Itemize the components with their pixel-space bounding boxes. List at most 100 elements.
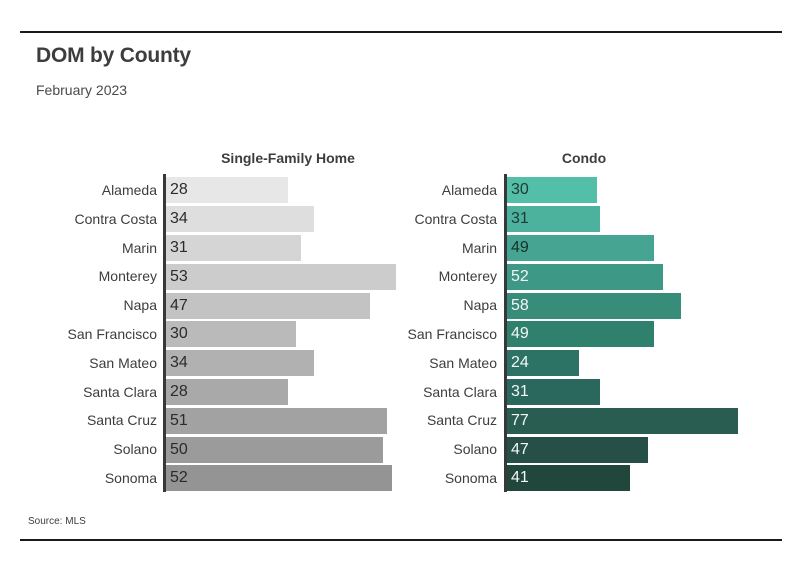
bar-value-label: 49 (511, 238, 529, 256)
category-label: Santa Cruz (426, 412, 497, 429)
category-labels-single-family: Alameda Contra Costa Marin Monterey Napa San … (12, 176, 157, 493)
panel-title-single-family-home: Single-Family Home (221, 150, 355, 166)
bar-row: 49 (507, 234, 738, 263)
bar-row: 52 (166, 464, 396, 493)
bar-row: 24 (507, 349, 738, 378)
bar-row: 34 (166, 349, 396, 378)
category-label: Marin (121, 239, 157, 256)
bar: 31 (166, 234, 301, 261)
bar-row: 53 (166, 262, 397, 291)
category-label: Sonoma (444, 469, 497, 486)
bar-row: 34 (166, 205, 396, 234)
category-label: Napa (123, 297, 157, 314)
category-label: San Francisco (407, 325, 497, 342)
y-axis-line-condo (504, 174, 507, 492)
bar-row: 31 (507, 378, 738, 407)
bottom-rule (20, 539, 782, 541)
bar: 52 (166, 465, 392, 492)
bar-value-label: 41 (511, 469, 529, 487)
bar-value-label: 58 (511, 296, 529, 314)
page-subtitle: February 2023 (36, 82, 128, 98)
category-label: Contra Costa (414, 210, 497, 227)
bar: 50 (166, 436, 383, 463)
bar: 30 (166, 321, 297, 348)
bar-value-label: 30 (511, 181, 529, 199)
bar-row: 31 (507, 205, 738, 234)
panel-title-condo: Condo (561, 150, 607, 166)
bar-value-label: 52 (511, 267, 529, 285)
bar-row: 50 (166, 435, 396, 464)
category-labels-condo: Alameda Contra Costa Marin Monterey Napa San … (352, 176, 497, 493)
bar-value-label: 31 (511, 210, 529, 228)
bar-group-condo: 30 31 49 52 58 49 24 31 77 47 41 (507, 176, 738, 493)
source-note: Source: MLS (28, 516, 86, 527)
category-label: Solano (113, 441, 157, 458)
bar-value-label: 47 (170, 296, 188, 314)
category-label: Monterey (438, 268, 497, 285)
bar-value-label: 34 (170, 354, 188, 372)
bar: 30 (507, 177, 597, 204)
bar-value-label: 34 (170, 210, 188, 228)
bar-value-label: 53 (170, 267, 188, 285)
bar-value-label: 49 (511, 325, 529, 343)
bar: 47 (166, 292, 370, 319)
bar-row: 52 (507, 262, 738, 291)
bar-value-label: 28 (170, 382, 188, 400)
bar: 47 (507, 436, 648, 463)
category-label: Marin (461, 239, 497, 256)
bar-value-label: 52 (170, 469, 188, 487)
category-label: Monterey (98, 268, 157, 285)
bar: 58 (507, 292, 681, 319)
bar: 31 (507, 378, 600, 405)
bar: 34 (166, 206, 314, 233)
bar-value-label: 24 (511, 354, 529, 372)
category-label: Sonoma (104, 469, 157, 486)
bar-value-label: 50 (170, 440, 188, 458)
category-label: Solano (453, 441, 497, 458)
category-label: Alameda (441, 182, 497, 198)
bar: 53 (166, 263, 397, 290)
category-label: Alameda (101, 182, 157, 198)
bar-row: 47 (166, 291, 396, 320)
bar-value-label: 28 (170, 181, 188, 199)
bar-value-label: 31 (511, 382, 529, 400)
bar: 49 (507, 321, 654, 348)
bar-value-label: 77 (511, 411, 529, 429)
bar: 28 (166, 177, 288, 204)
bar: 51 (166, 407, 388, 434)
bar-value-label: 47 (511, 440, 529, 458)
bar-row: 47 (507, 435, 738, 464)
bar: 52 (507, 263, 663, 290)
page-title: DOM by County (36, 44, 191, 67)
bar-value-label: 30 (170, 325, 188, 343)
bar-row: 77 (507, 406, 738, 435)
y-axis-line-single-family (163, 174, 166, 492)
category-label: Santa Clara (423, 383, 497, 400)
bar-group-single-family: 28 34 31 53 47 30 34 28 51 50 52 (166, 176, 397, 493)
bar: 49 (507, 234, 654, 261)
bar-row: 28 (166, 176, 396, 205)
bar-row: 51 (166, 406, 396, 435)
category-label: Santa Clara (83, 383, 157, 400)
category-label: San Francisco (67, 325, 157, 342)
category-label: Contra Costa (74, 210, 157, 227)
bar-row: 58 (507, 291, 738, 320)
bar-row: 41 (507, 464, 738, 493)
bar-value-label: 31 (170, 238, 188, 256)
category-label: San Mateo (89, 354, 157, 371)
bar: 77 (507, 407, 738, 434)
category-label: Santa Cruz (86, 412, 157, 429)
bar-row: 28 (166, 378, 396, 407)
bar-row: 30 (166, 320, 396, 349)
bar: 31 (507, 206, 600, 233)
bar: 34 (166, 350, 314, 377)
bar-value-label: 51 (170, 411, 188, 429)
top-rule (20, 31, 782, 33)
bar-row: 30 (507, 176, 738, 205)
bar: 24 (507, 350, 579, 377)
category-label: San Mateo (429, 354, 497, 371)
bar-row: 31 (166, 234, 396, 263)
category-label: Napa (463, 297, 497, 314)
bar: 28 (166, 378, 288, 405)
